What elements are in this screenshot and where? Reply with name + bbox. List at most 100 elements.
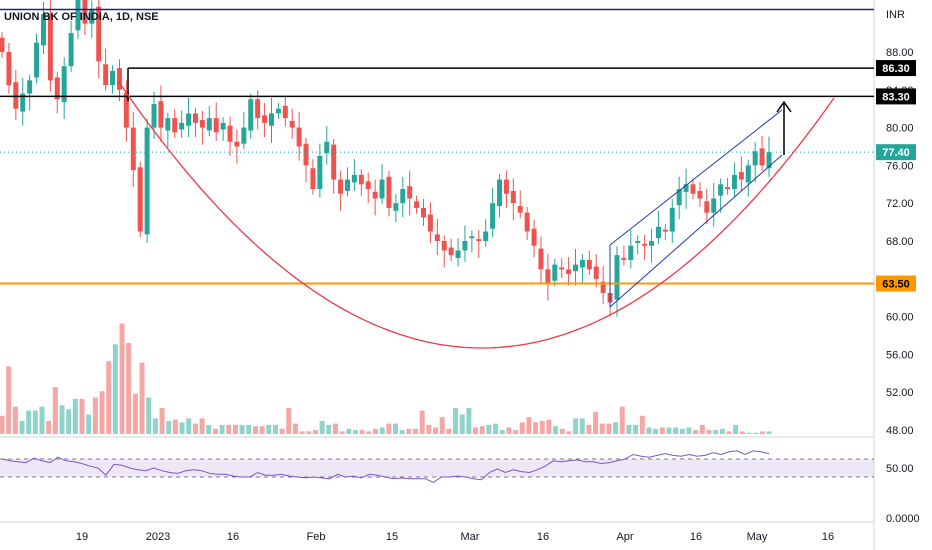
volume-bar — [626, 424, 632, 434]
volume-bar — [719, 428, 725, 434]
candle-body — [711, 198, 717, 213]
volume-bar — [226, 424, 232, 434]
candle-body — [386, 176, 392, 208]
volume-bar — [132, 393, 138, 434]
volume-bar — [693, 430, 699, 434]
volume-bar — [66, 409, 72, 434]
volume-bar — [553, 426, 559, 434]
volume-bar — [539, 421, 545, 434]
candle-body — [206, 118, 212, 131]
candle-body — [490, 203, 496, 229]
volume-bar — [39, 406, 45, 434]
volume-bar — [112, 344, 118, 434]
candles — [0, 0, 772, 317]
volume-bar — [759, 431, 765, 434]
price-labels: 86.30 83.30 77.40 63.50 — [876, 60, 916, 292]
candle-body — [151, 103, 157, 128]
rising-channel[interactable] — [609, 109, 783, 308]
candle-body — [483, 231, 489, 241]
candle-body — [372, 191, 378, 199]
volume-bar — [372, 428, 378, 434]
price-tick-label: 56.00 — [886, 349, 914, 361]
volume-bar — [406, 428, 412, 434]
candle-body — [165, 118, 171, 131]
volume-bar — [299, 431, 305, 434]
price-tick-label: 88.00 — [886, 47, 914, 59]
volume-bar — [99, 391, 105, 434]
volume-bar — [613, 422, 619, 434]
chart-title: UNION BK OF INDIA, 1D, NSE — [4, 11, 159, 23]
volume-bar — [352, 430, 358, 434]
volume-bar — [246, 424, 252, 434]
price-label-text: 86.30 — [882, 63, 910, 75]
volume-bar — [419, 410, 425, 434]
time-tick-label: 2023 — [146, 531, 170, 543]
volume-bar — [19, 421, 25, 434]
candle-body — [704, 201, 710, 213]
volume-bar — [646, 427, 652, 434]
price-tick-label: 60.00 — [886, 312, 914, 324]
volume-bar — [546, 419, 552, 434]
volume-bar — [72, 398, 78, 434]
volume-bar — [106, 361, 112, 434]
time-axis[interactable]: 19 2023 16 Feb 15 Mar 16 Apr 16 May 16 — [76, 531, 834, 543]
volume-bar — [766, 431, 772, 434]
volume-bar — [513, 430, 519, 434]
candle-body — [407, 186, 413, 199]
price-tick-label: 52.00 — [886, 387, 914, 399]
volume-bar — [346, 428, 352, 434]
volume-bar — [499, 430, 505, 434]
candle-body — [697, 190, 703, 199]
time-tick-label: May — [747, 531, 768, 543]
candle-body — [421, 207, 427, 218]
volume-bar — [119, 323, 125, 434]
price-axis[interactable]: 88.0084.0080.0076.0072.0068.0064.0060.00… — [886, 47, 914, 437]
target-arrow[interactable] — [776, 100, 792, 155]
volume-bar — [639, 415, 645, 434]
volume-bar — [739, 431, 745, 434]
candle-body — [110, 70, 116, 86]
price-label-box — [876, 88, 916, 105]
volume-bar — [606, 423, 612, 434]
candle-body — [351, 174, 357, 183]
candle-body — [275, 108, 281, 114]
candle-body — [54, 77, 60, 100]
candle-body — [255, 99, 261, 119]
volume-bar — [186, 418, 192, 434]
volume-bar — [579, 418, 585, 434]
candle-body — [517, 206, 523, 213]
candle-body — [379, 179, 385, 199]
volume-bar — [139, 362, 145, 434]
volume-bar — [59, 405, 65, 434]
volume-bar — [466, 408, 472, 434]
candle-body — [662, 229, 668, 232]
candle-body — [116, 68, 122, 90]
time-tick-label: Apr — [616, 531, 633, 543]
candle-body — [192, 113, 198, 123]
volume-bar — [586, 424, 592, 434]
candle-body — [310, 168, 316, 190]
candle-body — [766, 152, 772, 169]
candle-body — [621, 258, 627, 260]
volume-bar — [152, 418, 158, 434]
volume-bar — [179, 422, 185, 434]
volume-bar — [486, 424, 492, 434]
volume-bar — [426, 424, 432, 434]
candle-body — [262, 115, 268, 123]
candle-body — [690, 184, 696, 194]
volume-bar — [286, 408, 292, 434]
cup-curve[interactable] — [117, 80, 835, 349]
candle-body — [13, 82, 19, 109]
candle-body — [103, 64, 109, 86]
candle-body — [434, 234, 440, 241]
candle-body — [731, 174, 737, 190]
volume-bar — [453, 408, 459, 434]
candle-body — [282, 105, 288, 119]
candle-body — [27, 80, 33, 94]
volume-bar — [573, 418, 579, 434]
volume-bar — [292, 423, 298, 434]
candle-body — [144, 127, 150, 235]
candle-body — [427, 214, 433, 232]
volume-bar — [159, 408, 165, 434]
candle-body — [738, 172, 744, 180]
